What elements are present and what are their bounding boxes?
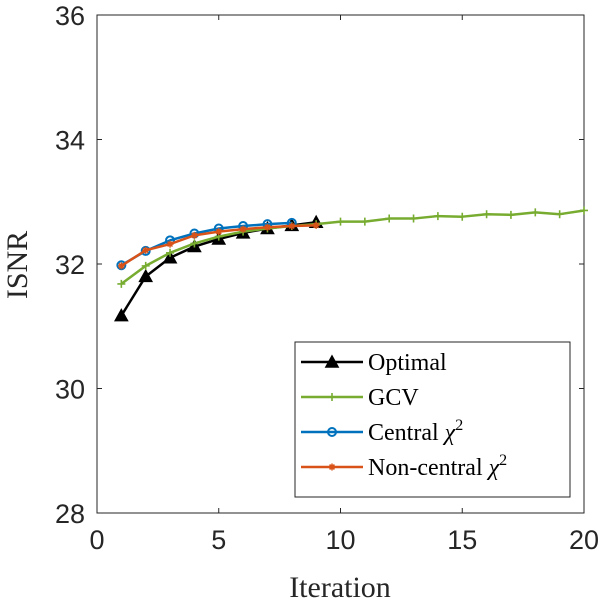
data-point-gcv xyxy=(336,217,345,226)
legend-label-central-chi2: Central χ2 xyxy=(368,417,463,446)
legend-marker-optimal xyxy=(324,354,340,368)
y-tick-label: 32 xyxy=(55,250,85,280)
data-point-gcv xyxy=(385,214,394,223)
data-point-gcv xyxy=(409,214,418,223)
legend-entry-optimal: Optimal xyxy=(301,350,447,376)
axes: 0 5 10 15 20 28 30 32 34 36 xyxy=(55,1,599,555)
data-point-optimal xyxy=(162,250,178,264)
y-tick-label: 36 xyxy=(55,1,85,31)
y-axis-label: ISNR xyxy=(1,231,34,299)
data-point-gcv xyxy=(433,212,442,221)
data-point-gcv xyxy=(580,206,588,215)
data-point-gcv xyxy=(506,210,515,219)
legend-label-optimal: Optimal xyxy=(368,350,447,376)
legend-entry-gcv: GCV xyxy=(301,385,419,411)
x-tick-label: 10 xyxy=(325,525,355,555)
legend-superscript: 2 xyxy=(455,417,463,434)
legend-entry-central-chi2: Central χ2 xyxy=(301,417,463,446)
data-point-non-central-chi2 xyxy=(312,221,320,229)
series-non-central-chi2 xyxy=(117,221,320,270)
series-line-gcv xyxy=(120,209,585,285)
legend-marker-central-chi2 xyxy=(327,427,337,437)
y-tick-label: 28 xyxy=(55,499,85,529)
legend-chi-symbol: χ xyxy=(443,420,457,446)
x-tick-label: 20 xyxy=(569,525,599,555)
data-point-gcv xyxy=(531,208,540,217)
data-point-optimal xyxy=(138,268,154,283)
data-point-gcv xyxy=(141,261,150,270)
data-point-gcv xyxy=(117,279,126,288)
data-point-gcv xyxy=(166,248,175,257)
legend-superscript: 2 xyxy=(499,452,507,469)
data-point-non-central-chi2 xyxy=(263,223,271,231)
y-tick-label: 30 xyxy=(55,375,85,405)
legend-label-gcv: GCV xyxy=(368,385,419,411)
data-point-non-central-chi2 xyxy=(190,231,198,239)
data-point-non-central-chi2 xyxy=(117,262,125,270)
x-tick-label: 15 xyxy=(447,525,477,555)
data-point-non-central-chi2 xyxy=(142,246,150,254)
data-point-non-central-chi2 xyxy=(215,228,223,236)
data-point-non-central-chi2 xyxy=(288,222,296,230)
data-point-non-central-chi2 xyxy=(239,225,247,233)
data-point-gcv xyxy=(360,217,369,226)
x-tick-label: 0 xyxy=(89,525,104,555)
data-point-optimal xyxy=(114,308,129,322)
x-axis-label: Iteration xyxy=(289,571,391,603)
data-point-gcv xyxy=(458,212,467,221)
y-tick-label: 34 xyxy=(55,126,85,156)
legend-box xyxy=(294,341,571,498)
data-point-gcv xyxy=(555,210,564,219)
legend-chi-symbol: χ xyxy=(487,455,501,481)
legend-marker-gcv xyxy=(328,393,336,401)
legend-marker-non-central-chi2 xyxy=(328,463,336,471)
data-point-gcv xyxy=(482,210,491,219)
series-layer xyxy=(114,206,588,322)
data-point-non-central-chi2 xyxy=(166,240,174,248)
x-tick-label: 5 xyxy=(211,525,226,555)
data-point-gcv xyxy=(190,239,199,248)
